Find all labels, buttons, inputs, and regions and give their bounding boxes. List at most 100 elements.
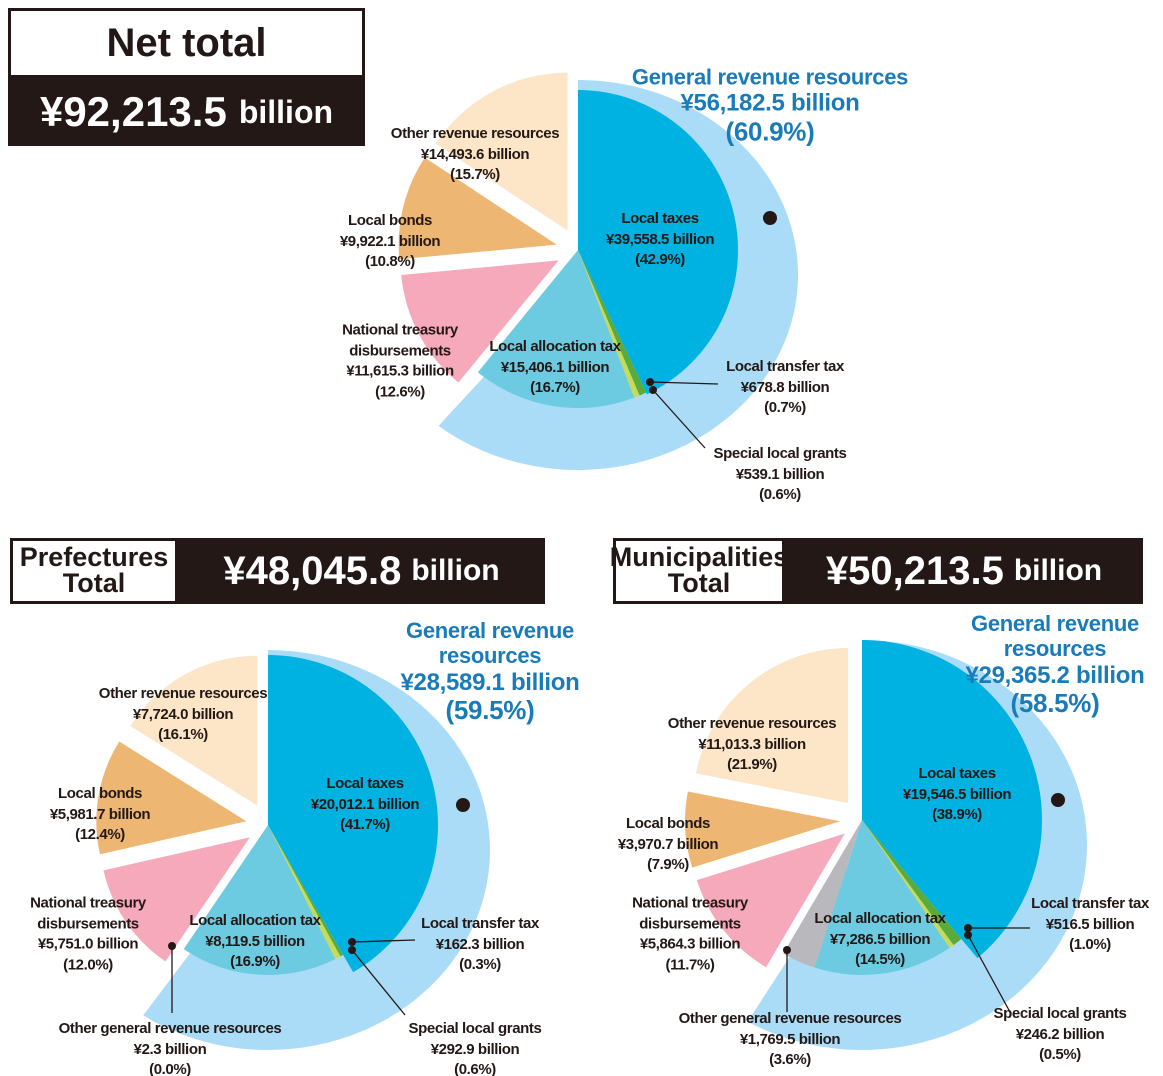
slice-percent: (38.9%) (932, 806, 982, 824)
group-dot (456, 798, 470, 812)
slice-percent: (41.7%) (340, 816, 390, 834)
total-value: ¥50,213.5 (825, 548, 1004, 593)
slice-value: ¥162.3 billion (435, 935, 525, 953)
slice-percent: (16.1%) (158, 726, 208, 744)
slice-name: Local allocation tax (489, 337, 621, 355)
slice-value: ¥20,012.1 billion (310, 795, 420, 813)
leader-dot (348, 946, 356, 954)
group-name: General revenue resources (971, 610, 1139, 662)
slice-label: Other revenue resources ¥11,013.3 billion… (652, 714, 852, 776)
slice-label: Local transfer tax ¥162.3 billion (0.3%) (405, 914, 555, 976)
slice-label: Local taxes ¥19,546.5 billion (38.9%) (867, 764, 1047, 826)
slice-label: Local transfer tax ¥516.5 billion (1.0%) (1015, 894, 1163, 956)
slice-percent: (1.0%) (1069, 936, 1111, 954)
slice-value: ¥19,546.5 billion (902, 785, 1012, 803)
slice-name: Local bonds (58, 784, 142, 802)
pie-slice (103, 837, 250, 962)
slice-name: Local bonds (348, 211, 432, 229)
slice-percent: (0.6%) (454, 1061, 496, 1076)
pie-slice (862, 640, 1043, 959)
slice-value: ¥2.3 billion (133, 1040, 207, 1058)
slice-name: Other revenue resources (390, 124, 560, 142)
slice-value: ¥5,751.0 billion (37, 936, 139, 953)
slice-name: National treasury disbursements (342, 321, 458, 360)
title-box: Municipalities Total (610, 538, 788, 604)
slice-percent: (14.5%) (855, 951, 905, 969)
title-box: Net total (8, 8, 365, 78)
group-percent: (58.5%) (1010, 688, 1100, 719)
slice-percent: (0.0%) (149, 1061, 191, 1076)
leader-dot (964, 924, 972, 932)
slice-name: Local allocation tax (189, 911, 321, 929)
slice-label: Other revenue resources ¥14,493.6 billion… (375, 124, 575, 186)
slice-label: Local taxes ¥39,558.5 billion (42.9%) (570, 209, 750, 271)
slice-name: Special local grants (713, 444, 847, 462)
slice-label: Other general revenue resources ¥1,769.5 … (645, 1009, 935, 1071)
slice-value: ¥7,286.5 billion (829, 930, 931, 948)
slice-value: ¥246.2 billion (1015, 1025, 1105, 1043)
slice-percent: (7.9%) (647, 856, 689, 874)
group-percent: (59.5%) (445, 695, 535, 726)
total-unit: billion (238, 93, 334, 130)
slice-name: Local transfer tax (421, 914, 539, 932)
slice-label: Other general revenue resources ¥2.3 bill… (25, 1019, 315, 1076)
total-unit: billion (411, 554, 500, 587)
leader-dot (783, 946, 791, 954)
group-dot (763, 211, 777, 225)
slice-label: National treasury disbursements ¥5,751.0 … (13, 894, 163, 977)
slice-value: ¥11,013.3 billion (698, 735, 806, 753)
leader-dot (964, 931, 972, 939)
group-label: General revenue resources ¥56,182.5 billi… (600, 65, 940, 148)
slice-name: National treasury disbursements (30, 894, 146, 933)
slice-name: Other general revenue resources (58, 1019, 282, 1037)
slice-value: ¥39,558.5 billion (605, 230, 715, 248)
slice-name: Local taxes (326, 774, 404, 792)
pie-slice (783, 820, 862, 968)
pie-slice (398, 157, 557, 260)
slice-percent: (12.6%) (375, 383, 425, 401)
pie-slice (268, 825, 344, 957)
slice-value: ¥11,615.3 billion (346, 363, 454, 380)
pie-slice (696, 833, 845, 968)
slice-percent: (16.7%) (530, 379, 580, 397)
pie-slice (183, 825, 336, 975)
pie-slice (130, 655, 258, 806)
slice-percent: (0.6%) (759, 486, 801, 504)
pie-slice (268, 825, 341, 960)
slice-name: Local taxes (621, 209, 699, 227)
slice-percent: (10.8%) (365, 253, 415, 271)
pie-slice (862, 820, 954, 948)
slice-percent: (15.7%) (450, 166, 500, 184)
total-unit: billion (1013, 554, 1103, 587)
slice-value: ¥8,119.5 billion (205, 932, 305, 950)
slice-value: ¥678.8 billion (740, 378, 830, 396)
leader-line (967, 934, 1011, 1013)
slice-value: ¥5,864.3 billion (639, 936, 741, 953)
slice-value: ¥516.5 billion (1045, 915, 1135, 933)
slice-value: ¥9,922.1 billion (339, 232, 441, 250)
pie-slice (578, 90, 738, 395)
pie-slice (862, 820, 962, 946)
leader-line (351, 949, 406, 1016)
slice-percent: (0.3%) (459, 956, 501, 974)
slice-value: ¥15,406.1 billion (500, 358, 610, 376)
leader-line (652, 389, 706, 449)
slice-label: Local bonds ¥5,981.7 billion (12.4%) (25, 784, 175, 846)
chart-title: Net total (106, 20, 267, 65)
slice-name: Local allocation tax (814, 909, 946, 927)
slice-name: Local bonds (626, 814, 710, 832)
group-label: General revenue resources ¥29,365.2 billi… (955, 611, 1155, 719)
group-dot (1051, 793, 1065, 807)
pie-slice (477, 250, 635, 408)
slice-value: ¥5,981.7 billion (49, 805, 151, 823)
slice-name: Local transfer tax (726, 357, 844, 375)
leader-dot (646, 378, 654, 386)
group-name: General revenue resources (631, 64, 909, 90)
group-value: ¥29,365.2 billion (965, 661, 1145, 689)
slice-label: Special local grants ¥539.1 billion (0.6%) (695, 444, 865, 506)
group-value: ¥56,182.5 billion (680, 89, 860, 117)
slice-value: ¥7,724.0 billion (132, 705, 234, 723)
slice-percent: (0.7%) (764, 399, 806, 417)
slice-label: Local taxes ¥20,012.1 billion (41.7%) (275, 774, 455, 836)
